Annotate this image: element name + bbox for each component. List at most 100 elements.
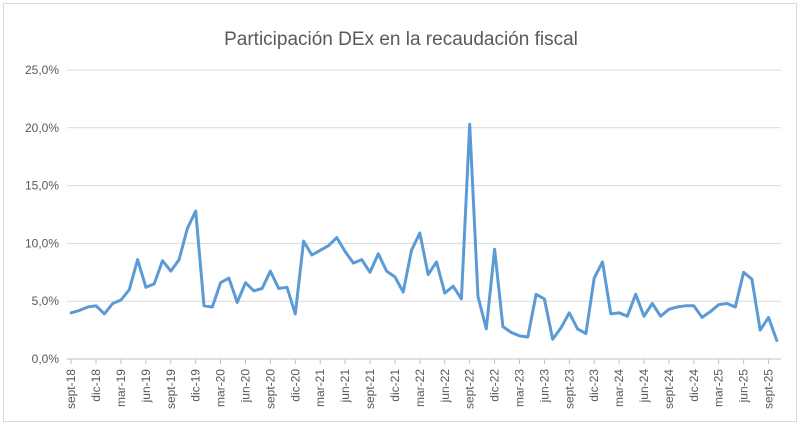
data-point: sept-18: 4 [70,311,73,314]
x-tick-label: sept-21 [363,369,377,409]
data-point: nov-20: 6.2 [286,286,289,289]
data-point: mar-21: 9.4 [319,249,322,252]
data-point: ago-20: 6.1 [261,287,264,290]
data-point: jun-21: 9.3 [344,250,347,253]
y-tick-label: 15,0% [25,179,59,193]
y-tick-label: 5,0% [32,294,60,308]
data-point: abr-19: 6 [128,288,131,291]
data-point: ene-23: 2.8 [501,325,504,328]
data-point: jul-25: 6.9 [750,278,753,281]
x-tick-label: sept-25 [762,369,776,409]
data-point: nov-23: 2.2 [584,332,587,335]
data-point: sept-23: 4 [568,311,571,314]
data-point: ago-23: 2.7 [559,326,562,329]
data-point: may-21: 10.5 [335,236,338,239]
data-point: ene-19: 3.9 [103,312,106,315]
x-tick-label: mar-22 [413,369,427,407]
data-point: jun-23: 5.2 [543,297,546,300]
x-tick-label: dic-21 [388,369,402,402]
data-point: jun-19: 6.2 [144,286,147,289]
data-point: mar-25: 4.7 [717,303,720,306]
data-point: sept-20: 7.6 [269,270,272,273]
x-tick-label: dic-19 [189,369,203,402]
data-point: oct-22: 5.4 [476,295,479,298]
x-tick-label: mar-25 [712,369,726,407]
data-point: may-25: 4.5 [734,305,737,308]
data-point: dic-24: 4.6 [692,304,695,307]
data-point: ago-21: 8.6 [360,258,363,261]
data-point: dic-23: 7 [593,277,596,280]
x-tick-label: sept-22 [463,369,477,409]
data-point: may-19: 8.6 [136,258,139,261]
data-point: abr-22: 7.3 [427,273,430,276]
x-tick-label: dic-20 [288,369,302,402]
data-point: abr-25: 4.8 [726,302,729,305]
data-point: nov-18: 4.5 [86,305,89,308]
data-point: nov-21: 7.6 [385,270,388,273]
x-tick-label: dic-24 [687,369,701,402]
data-point: feb-19: 4.8 [111,302,114,305]
chart-area: Participación DEx en la recaudación fisc… [3,3,797,422]
x-tick-label: sept-18 [64,369,78,409]
line-chart: Participación DEx en la recaudación fisc… [25,29,781,409]
x-tick-label: jun-20 [239,369,253,404]
data-point: sept-24: 4.3 [667,308,670,311]
x-tick-label: sept-20 [263,369,277,409]
data-point: mar-19: 5.1 [119,299,122,302]
data-point: nov-19: 11.3 [186,227,189,230]
data-point: mar-23: 2 [518,334,521,337]
x-tick-label: mar-19 [114,369,128,407]
data-point: ago-24: 3.7 [659,315,662,318]
data-point: jul-21: 8.3 [352,262,355,265]
data-point: abr-23: 1.9 [526,336,529,339]
data-point: feb-24: 3.9 [609,312,612,315]
data-point: oct-20: 6.1 [277,287,280,290]
data-point: jul-24: 4.8 [651,302,654,305]
data-point: feb-25: 4.1 [709,310,712,313]
x-axis: sept-18 dic-18 mar-19 jun-19 sept-19 dic-19 ma… [64,358,781,409]
data-point: ago-22: 5.2 [460,297,463,300]
x-tick-label: dic-22 [488,369,502,402]
data-point: sept-21: 7.5 [369,271,372,274]
data-point: dic-18: 4.6 [95,304,98,307]
x-tick-label: sept-19 [164,369,178,409]
series-line [69,122,779,342]
y-tick-label: 20,0% [25,121,59,135]
data-point: jul-23: 1.7 [551,338,554,341]
data-point: jun-22: 5.7 [443,292,446,295]
x-tick-label: mar-21 [313,369,327,407]
data-point: feb-21: 9 [310,253,313,256]
x-tick-label: dic-23 [587,369,601,402]
data-point: dic-22: 9.5 [493,248,496,251]
x-tick-label: sept-24 [662,369,676,409]
x-tick-label: jun-24 [637,369,651,404]
x-tick-label: mar-23 [512,369,526,407]
chart-title: Participación DEx en la recaudación fisc… [224,29,578,50]
data-point: nov-22: 2.6 [485,327,488,330]
y-tick-label: 25,0% [25,63,59,77]
data-point: feb-23: 2.3 [510,331,513,334]
x-tick-label: jun-23 [537,369,551,404]
data-point: jul-20: 5.9 [252,289,255,292]
x-tick-label: sept-23 [562,369,576,409]
data-point: ago-25: 2.5 [759,329,762,332]
data-point: mar-24: 4 [618,311,621,314]
data-point: jun-20: 6.6 [244,281,247,284]
x-tick-label: mar-20 [214,369,228,407]
data-point: may-23: 5.6 [535,293,538,296]
y-axis: 0,0% 5,0% 10,0% 15,0% 20,0% 25,0% [25,63,59,366]
data-point: feb-22: 9.4 [410,249,413,252]
data-point: may-24: 5.6 [634,293,637,296]
x-tick-label: jun-25 [737,369,751,404]
data-point: dic-20: 3.9 [294,312,297,315]
data-point: feb-20: 4.5 [211,305,214,308]
data-point: abr-21: 9.8 [327,244,330,247]
data-point: jun-24: 3.7 [643,315,646,318]
data-point: abr-20: 7 [227,277,230,280]
x-tick-label: jun-21 [338,369,352,404]
y-tick-label: 10,0% [25,236,59,250]
data-point: sept-22: 20.3 [468,123,471,126]
x-tick-label: jun-22 [438,369,452,404]
data-point: ene-21: 10.2 [302,240,305,243]
x-tick-label: jun-19 [139,369,153,404]
